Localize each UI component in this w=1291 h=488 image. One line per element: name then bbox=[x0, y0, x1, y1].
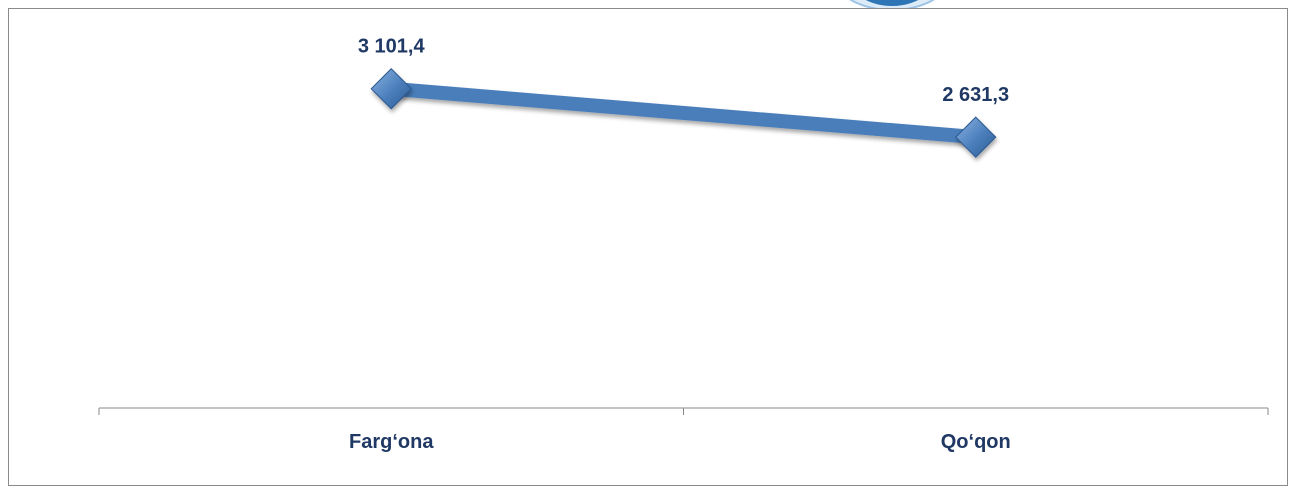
x-tick-label: Qo‘qon bbox=[941, 431, 1011, 453]
data-point-marker bbox=[955, 116, 997, 158]
label-layer: Farg‘ona Qo‘qon 3 101,4 2 631,3 bbox=[349, 36, 1011, 453]
series-0 bbox=[370, 68, 997, 158]
chart-area bbox=[8, 8, 1288, 486]
x-axis bbox=[98, 407, 1269, 415]
series-line bbox=[390, 81, 977, 145]
data-point-marker bbox=[370, 68, 412, 110]
data-label: 2 631,3 bbox=[942, 84, 1009, 106]
x-tick-label: Farg‘ona bbox=[349, 431, 434, 453]
data-label: 3 101,4 bbox=[358, 36, 426, 58]
